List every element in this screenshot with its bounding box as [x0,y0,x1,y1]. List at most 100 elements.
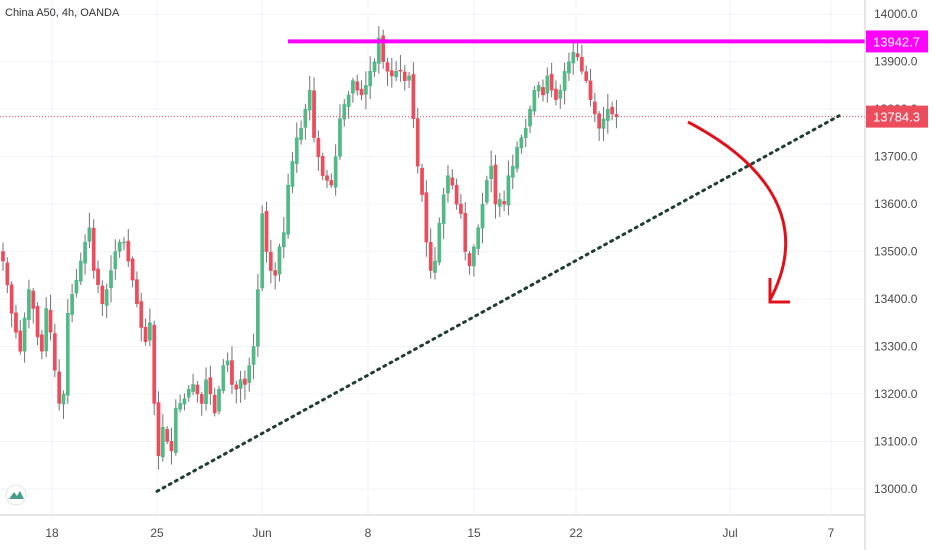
tradingview-logo-icon[interactable] [5,484,27,506]
candle [562,62,567,105]
candle-body [48,309,53,333]
candle [605,93,610,134]
candle-body [87,227,92,242]
candle-body [5,262,10,286]
candle [109,255,113,303]
candle [588,68,593,107]
candle [316,130,321,171]
candle [567,52,571,82]
candle-body [148,322,152,341]
candle-body [156,402,161,456]
candle-body [437,222,442,263]
candle-body [441,194,446,225]
candle-body [493,164,498,205]
resistance-price-badge [866,30,928,53]
candle-body [497,199,502,207]
arrow-head [768,278,790,304]
candle [424,180,429,257]
candle-body [567,61,571,74]
candle [294,122,299,173]
candle-body [368,70,373,87]
candle [549,62,554,98]
candle [57,359,62,411]
candle [234,380,239,404]
candle-body [355,81,360,91]
candle-body [256,289,260,347]
x-tick-label: 22 [569,526,583,540]
candle-body [489,165,494,179]
candle [446,165,450,203]
candle-body [44,308,49,352]
y-tick-label: 13700.0 [874,150,918,164]
candle [40,329,44,360]
x-tick-label: 15 [467,526,481,540]
candle [212,387,217,417]
candle [268,239,273,284]
candle [385,58,390,86]
candle-body [562,70,567,91]
candle-body [523,127,528,138]
candle-body [14,312,18,333]
candle [441,187,446,240]
candle [113,239,118,280]
candle-body [281,232,286,248]
annotations [0,39,865,493]
price-axis[interactable]: 13000.0 13100.0 13200.0 13300.0 13400.0 13500… [874,7,918,496]
candle [122,236,126,251]
candle [480,192,485,244]
time-axis[interactable]: 18 25 Jun 8 15 22 Jul 7 [45,526,834,540]
candle-body [277,246,282,275]
candle [264,201,269,263]
candle [364,71,368,110]
candle [256,274,260,358]
candle-body [320,156,325,176]
candle-body [195,384,200,395]
candle [74,268,79,298]
candle-body [338,118,342,157]
candle [139,293,144,342]
candle-body [571,51,576,64]
candle [1,242,5,271]
candle [338,104,342,161]
candle-body [160,426,165,458]
candle [381,29,386,69]
candle [152,320,157,416]
candle-body [472,246,476,267]
symbol-title: China A50, 4h, OANDA [5,7,120,19]
candle-body [532,89,537,112]
candle [536,81,541,98]
candle-body [83,241,87,264]
candle-body [411,74,416,119]
candle [342,99,347,127]
candle [528,105,532,134]
candle [584,65,589,84]
candle [592,92,597,123]
candles [1,25,619,470]
candle-body [104,289,109,306]
candle [130,256,135,288]
candle-body [169,441,174,452]
candle-body [346,94,351,107]
candle-body [307,89,312,111]
candle [571,39,576,75]
candle-body [476,227,481,249]
candle [407,71,411,88]
candle [65,299,70,404]
candle [368,56,373,100]
candle-body [268,251,273,271]
candle-body [221,365,226,391]
candle [545,67,550,103]
candle-body [528,108,532,127]
candle-body [22,317,27,352]
candle-body [1,251,5,262]
candle-body [597,113,602,129]
candle-body [212,394,217,414]
resistance-price-label: 13942.7 [873,34,920,49]
candle-body [446,175,450,194]
candle [433,246,437,280]
candle [208,365,213,405]
candle-body [126,240,131,262]
candle-body [536,85,541,92]
projection-arrow [687,120,788,301]
